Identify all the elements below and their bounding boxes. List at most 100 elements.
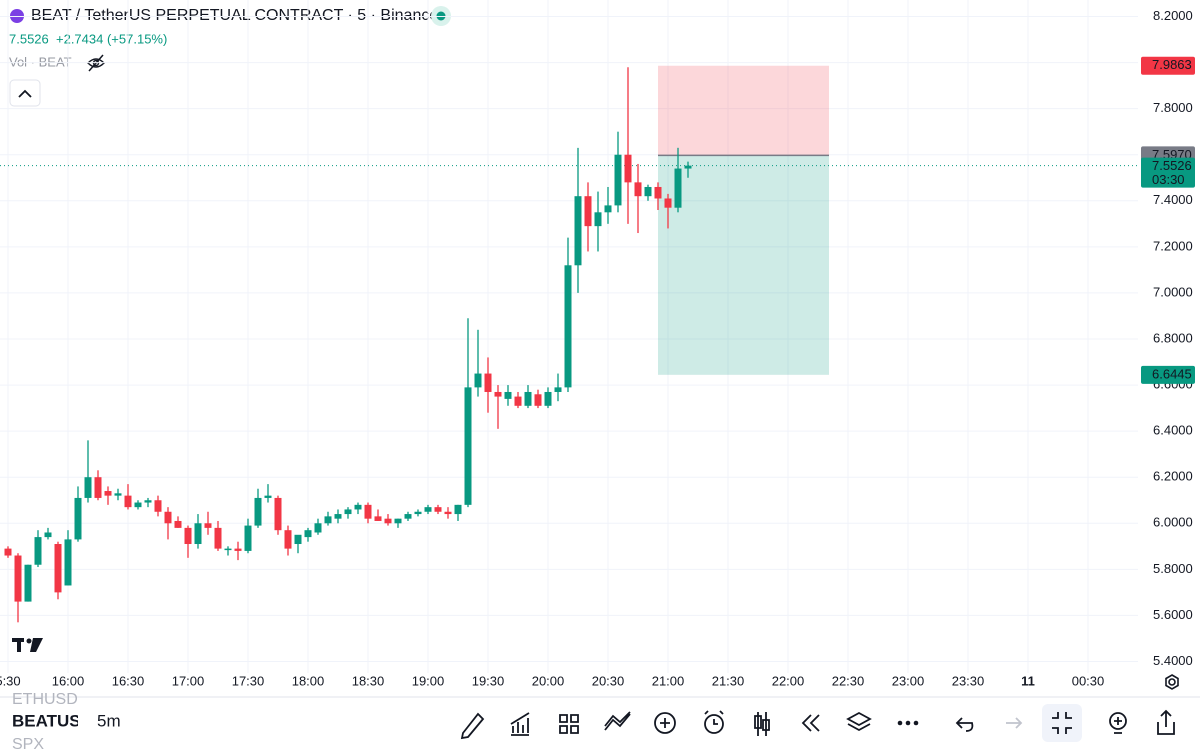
x-tick-label: 21:30 bbox=[712, 673, 745, 688]
x-tick-label: 16:00 bbox=[52, 673, 85, 688]
object-tree[interactable] bbox=[846, 711, 872, 732]
alert[interactable] bbox=[704, 710, 724, 734]
candle-body bbox=[594, 212, 602, 227]
candle-body bbox=[634, 182, 642, 197]
toolbar bbox=[460, 704, 1175, 742]
y-tick-label: 6.2000 bbox=[1153, 469, 1193, 484]
candle-body bbox=[614, 154, 622, 206]
interval[interactable]: 5m bbox=[97, 711, 121, 730]
candle-body bbox=[684, 165, 692, 169]
candle-body bbox=[44, 532, 52, 538]
undo[interactable] bbox=[955, 717, 974, 732]
candle-body bbox=[544, 391, 552, 406]
candle-body bbox=[394, 518, 402, 524]
target-zone bbox=[658, 155, 829, 375]
footer-symbol[interactable]: ETHUSD bbox=[12, 691, 78, 708]
candle-body bbox=[184, 527, 192, 545]
layouts[interactable] bbox=[559, 714, 579, 734]
collapse-button[interactable] bbox=[9, 79, 41, 107]
ideas[interactable] bbox=[1109, 712, 1127, 734]
candle-body bbox=[164, 511, 172, 524]
candle-body bbox=[514, 396, 522, 406]
candle-body bbox=[324, 516, 332, 524]
candle-body bbox=[94, 477, 102, 498]
candle-body bbox=[304, 530, 312, 538]
candle-body bbox=[84, 477, 92, 498]
candle-body bbox=[264, 495, 272, 498]
current-price-label: 7.5526 bbox=[1152, 158, 1192, 173]
candle-body bbox=[414, 511, 422, 515]
y-tick-label: 6.4000 bbox=[1153, 423, 1193, 438]
draw-tool[interactable] bbox=[460, 712, 485, 740]
current-price-bg bbox=[1141, 157, 1195, 188]
plot-area: 8.20008.00007.80007.60007.40007.20007.00… bbox=[0, 0, 1195, 688]
redo[interactable] bbox=[1006, 717, 1023, 729]
symbol-logo bbox=[10, 9, 24, 23]
candle-body bbox=[334, 514, 342, 519]
y-tick-label: 5.6000 bbox=[1153, 607, 1193, 622]
candle-body bbox=[444, 511, 452, 515]
x-tick-label: 17:00 bbox=[172, 673, 205, 688]
y-tick-label: 6.8000 bbox=[1153, 330, 1193, 345]
replay[interactable] bbox=[801, 714, 820, 732]
x-tick-label: 11 bbox=[1021, 673, 1035, 688]
x-tick-label: 23:00 bbox=[892, 673, 925, 688]
candle-body bbox=[244, 525, 252, 551]
footer-symbol[interactable]: SPX bbox=[12, 736, 44, 751]
symbol-title[interactable]: BEAT / TetherUS PERPETUAL CONTRACT · 5 ·… bbox=[31, 7, 438, 24]
target-label: 6.6445 bbox=[1152, 366, 1192, 381]
price-change: +2.7434 (+57.15%) bbox=[56, 31, 167, 46]
x-tick-label: 20:00 bbox=[532, 673, 565, 688]
indicators[interactable] bbox=[510, 712, 530, 736]
candle-body bbox=[204, 523, 212, 528]
candle-body bbox=[524, 391, 532, 406]
x-tick-label: 19:00 bbox=[412, 673, 445, 688]
more[interactable] bbox=[897, 720, 919, 726]
y-tick-label: 7.4000 bbox=[1153, 192, 1193, 207]
candle-body bbox=[314, 523, 322, 533]
x-tick-label: 23:30 bbox=[952, 673, 985, 688]
y-tick-label: 6.0000 bbox=[1153, 515, 1193, 530]
compare[interactable] bbox=[604, 711, 631, 731]
candle-body bbox=[114, 493, 122, 496]
x-tick-label: 22:00 bbox=[772, 673, 805, 688]
candle-body bbox=[584, 196, 592, 227]
candle-body bbox=[344, 509, 352, 515]
collapse-icon bbox=[18, 89, 32, 98]
countdown: 03:30 bbox=[1152, 172, 1185, 187]
share[interactable] bbox=[1157, 709, 1175, 735]
candle-body bbox=[214, 527, 222, 549]
y-tick-label: 8.2000 bbox=[1153, 8, 1193, 23]
x-tick-label: 17:30 bbox=[232, 673, 265, 688]
candle-body bbox=[104, 491, 112, 496]
fade bbox=[78, 706, 92, 740]
candle-body bbox=[354, 504, 362, 510]
candle-body bbox=[14, 555, 22, 602]
footer-symbol[interactable]: BEATUSI bbox=[12, 711, 85, 730]
fullscreen-bg[interactable] bbox=[1042, 704, 1082, 742]
candle-body bbox=[654, 186, 662, 199]
x-tick-label: 22:30 bbox=[832, 673, 865, 688]
candle-body bbox=[564, 265, 572, 388]
add-symbol[interactable] bbox=[654, 712, 676, 734]
chart-type[interactable] bbox=[754, 712, 770, 736]
x-tick-label: 5:30 bbox=[0, 673, 21, 688]
candle-body bbox=[484, 373, 492, 392]
candle-body bbox=[384, 518, 392, 524]
candle-body bbox=[534, 394, 542, 406]
stop-label-bg bbox=[1141, 56, 1195, 75]
candle-body bbox=[144, 500, 152, 503]
stop-zone bbox=[658, 65, 829, 156]
candle-body bbox=[474, 373, 482, 388]
candle-body bbox=[644, 186, 652, 197]
settings-icon[interactable] bbox=[1165, 674, 1179, 690]
exit-fullscreen[interactable] bbox=[1052, 712, 1072, 734]
candle-body bbox=[64, 539, 72, 586]
x-tick-label: 18:30 bbox=[352, 673, 385, 688]
candle-body bbox=[134, 502, 142, 508]
candle-body bbox=[674, 168, 682, 208]
y-tick-label: 7.8000 bbox=[1153, 100, 1193, 115]
candle-body bbox=[154, 500, 162, 512]
candle-body bbox=[434, 507, 442, 512]
